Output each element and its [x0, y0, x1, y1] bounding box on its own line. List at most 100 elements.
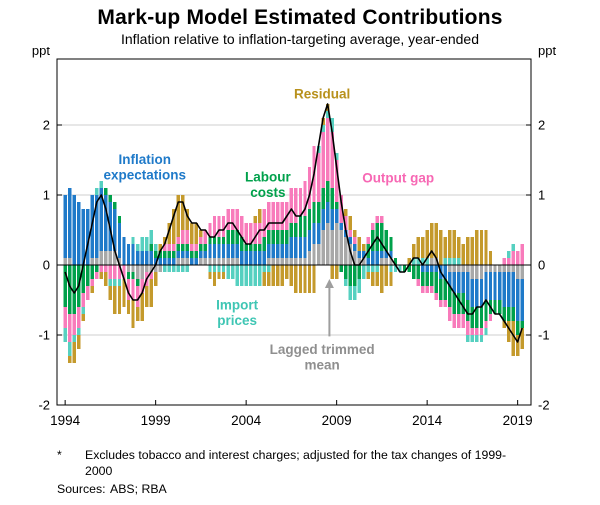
bar-segment: [86, 286, 90, 300]
bar-segment: [479, 265, 484, 279]
bar-segment: [140, 293, 144, 321]
bar-segment: [402, 265, 407, 272]
bar-segment: [312, 244, 316, 265]
bar-segment: [448, 286, 452, 307]
bar-segment: [443, 279, 447, 300]
bar-segment: [67, 342, 72, 356]
bar-segment: [488, 314, 493, 321]
bar-segment: [312, 223, 316, 244]
bar-segment: [289, 223, 294, 237]
bar-segment: [334, 153, 339, 160]
contributions-stacked-bar-chart: -2 -2 -1 -1 0 0 1 1 2 2 1994 1999 2004 2009 2014 2019 pp…: [32, 47, 557, 428]
bar-segment: [86, 265, 90, 286]
bar-segment: [217, 265, 221, 272]
bar-segment: [280, 202, 285, 230]
bar-segment: [429, 223, 434, 258]
annotation-inflation: Inflation: [119, 152, 172, 167]
bar-segment: [167, 265, 171, 272]
bar-segment: [117, 216, 122, 223]
bar-segment: [384, 230, 389, 251]
bar-segment: [271, 202, 275, 230]
bar-segment: [439, 230, 443, 265]
bar-segment: [276, 265, 280, 286]
bar-segment: [466, 300, 470, 321]
bar-segment: [81, 314, 85, 321]
bar-segment: [140, 279, 144, 293]
bar-segment: [117, 286, 122, 314]
bar-segment: [452, 272, 456, 293]
bar-segment: [235, 265, 239, 286]
bars-layer: [63, 104, 524, 363]
bar-segment: [321, 132, 325, 188]
bar-segment: [294, 188, 298, 223]
chart-footer: * Excludes tobacco and interest charges;…: [0, 448, 600, 498]
bar-segment: [425, 230, 429, 258]
bar-segment: [172, 209, 176, 244]
bar-segment: [267, 202, 271, 230]
bar-segment: [208, 223, 212, 237]
bar-segment: [339, 265, 343, 272]
bar-segment: [452, 265, 456, 272]
bar-segment: [434, 223, 438, 258]
bar-segment: [434, 258, 438, 265]
bar-segment: [366, 237, 371, 244]
bar-segment: [108, 265, 113, 279]
bar-segment: [466, 272, 470, 300]
bar-segment: [448, 230, 452, 258]
bar-segment: [104, 251, 108, 265]
bar-segment: [185, 265, 190, 272]
bar-segment: [515, 265, 520, 279]
bar-segment: [63, 195, 67, 258]
bar-segment: [344, 216, 348, 230]
bar-segment: [230, 258, 235, 265]
bar-segment: [262, 209, 266, 237]
bar-segment: [448, 265, 452, 272]
bar-segment: [113, 286, 117, 314]
bar-segment: [63, 258, 67, 265]
annotation-arrow-head: [324, 279, 334, 288]
bar-segment: [77, 328, 81, 335]
annotation-import: Import: [216, 297, 259, 312]
bar-segment: [181, 195, 185, 230]
bar-segment: [77, 335, 81, 349]
bar-segment: [131, 272, 135, 279]
bar-segment: [371, 272, 375, 286]
bar-segment: [493, 272, 497, 300]
bar-segment: [294, 237, 298, 258]
bar-segment: [217, 237, 221, 244]
sources-line: Sources: ABS; RBA: [57, 482, 560, 498]
bar-segment: [149, 265, 153, 272]
x-axis-label: 2019: [503, 413, 533, 428]
bar-segment: [244, 251, 248, 265]
bar-segment: [330, 118, 334, 132]
bar-segment: [515, 251, 520, 265]
y-axis-label-right: 0: [538, 258, 545, 273]
bar-segment: [380, 265, 384, 293]
y-axis-label-right: 1: [538, 188, 545, 203]
bar-segment: [321, 125, 325, 132]
bar-segment: [99, 188, 104, 251]
bar-segment: [90, 265, 94, 279]
chart-subtitle: Inflation relative to inflation-targetin…: [121, 31, 479, 47]
bar-segment: [122, 265, 126, 279]
bar-segment: [488, 251, 493, 265]
bar-segment: [285, 230, 289, 244]
bar-segment: [185, 230, 190, 244]
bar-segment: [122, 237, 126, 265]
bar-segment: [470, 237, 475, 265]
bar-segment: [316, 244, 321, 265]
bar-segment: [384, 258, 389, 265]
bar-segment: [248, 244, 253, 251]
bar-segment: [167, 258, 171, 265]
bar-segment: [439, 300, 443, 307]
bar-segment: [77, 307, 81, 328]
bar-segment: [149, 272, 153, 279]
bar-segment: [81, 209, 85, 265]
bar-segment: [452, 314, 456, 328]
bar-segment: [167, 223, 171, 244]
bar-segment: [190, 258, 194, 265]
bar-segment: [135, 251, 140, 265]
bar-segment: [389, 265, 393, 272]
bar-segment: [452, 258, 456, 265]
bar-segment: [244, 265, 248, 286]
